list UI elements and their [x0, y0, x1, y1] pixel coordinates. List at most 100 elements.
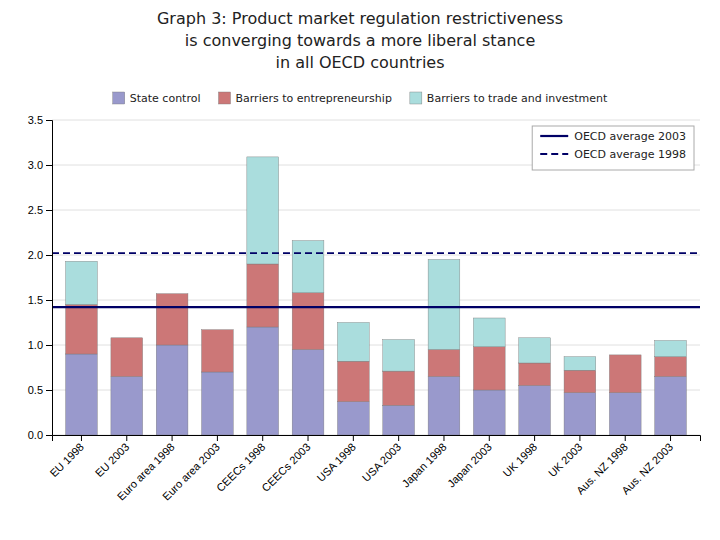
- tick-label: 3.0: [28, 159, 43, 171]
- legend: OECD average 2003OECD average 1998: [532, 126, 694, 170]
- tick-mark: [262, 435, 263, 441]
- bar: [655, 377, 687, 436]
- tick: 2.0: [28, 249, 52, 261]
- bar-series: [66, 264, 687, 405]
- tick-label: 0.0: [28, 429, 43, 441]
- bar: [202, 330, 234, 372]
- grid: [52, 120, 700, 435]
- tick-label: 0.5: [28, 384, 43, 396]
- tick-mark: [217, 435, 218, 441]
- tick: Japan 1998: [399, 435, 448, 490]
- tick-mark: [534, 435, 535, 441]
- tick-label: UK 1998: [501, 441, 540, 480]
- tick: USA 2003: [360, 435, 404, 484]
- tick: Euro area 2003: [160, 435, 222, 503]
- tick: UK 2003: [546, 435, 585, 479]
- tick-mark: [625, 435, 626, 441]
- bar: [655, 341, 687, 357]
- legend-item: State control: [113, 92, 201, 105]
- bar: [428, 260, 460, 350]
- bar: [564, 393, 596, 435]
- tick-mark: [670, 435, 671, 441]
- bar: [428, 377, 460, 436]
- grid-line: [52, 390, 700, 391]
- tick: USA 1998: [314, 435, 358, 484]
- tick-label: Aus. NZ 2003: [619, 441, 675, 497]
- bar: [292, 241, 324, 293]
- tick-label: UK 2003: [546, 441, 585, 480]
- tick-label: Euro area 2003: [160, 441, 222, 503]
- tick-mark: [46, 120, 52, 121]
- bar: [383, 371, 415, 405]
- bar: [66, 305, 98, 355]
- chart: Graph 3: Product market regulation restr…: [0, 0, 720, 540]
- legend-box: [532, 126, 694, 170]
- bar: [519, 338, 551, 363]
- tick: 0.0: [28, 429, 52, 441]
- legend-label: Barriers to entrepreneurship: [236, 92, 392, 105]
- marks: [52, 157, 700, 435]
- bar: [337, 323, 369, 362]
- tick-label: 1.0: [28, 339, 43, 351]
- tick-mark: [46, 345, 52, 346]
- tick: 1.5: [28, 294, 52, 306]
- grid-line: [52, 120, 700, 121]
- title: is converging towards a more liberal sta…: [185, 31, 535, 50]
- tick-mark: [489, 435, 490, 441]
- tick: CEECs 2003: [259, 435, 312, 494]
- legend-item: Barriers to entrepreneurship: [219, 92, 392, 105]
- bar: [609, 354, 641, 355]
- bar: [337, 402, 369, 435]
- bar: [383, 340, 415, 372]
- bar: [156, 293, 188, 294]
- tick: 1.0: [28, 339, 52, 351]
- tick-mark: [81, 435, 82, 441]
- axis-line: [53, 436, 701, 442]
- tick-mark: [579, 435, 580, 441]
- tick: 3.0: [28, 159, 52, 171]
- bar: [609, 393, 641, 435]
- tick-label: Japan 1998: [399, 441, 448, 490]
- tick-label: USA 1998: [314, 441, 358, 485]
- tick-mark: [172, 435, 173, 441]
- bar: [202, 329, 234, 330]
- bar: [156, 345, 188, 435]
- bar: [247, 327, 279, 435]
- bar: [519, 363, 551, 386]
- bar: [247, 264, 279, 327]
- tick-mark: [46, 390, 52, 391]
- tick-mark: [46, 210, 52, 211]
- tick: 3.5: [28, 114, 52, 126]
- tick-mark: [353, 435, 354, 441]
- tick-label: USA 2003: [360, 441, 404, 485]
- tick-label: EU 2003: [93, 441, 132, 480]
- title: in all OECD countries: [275, 53, 444, 72]
- bar: [473, 390, 505, 435]
- legend-swatch: [410, 92, 422, 104]
- bar: [609, 355, 641, 393]
- tick: Aus. NZ 2003: [619, 435, 675, 497]
- tick-label: CEECs 2003: [259, 441, 312, 494]
- bar: [473, 347, 505, 390]
- axis-line: [46, 121, 53, 436]
- tick-mark: [398, 435, 399, 441]
- legend-swatch: [113, 92, 125, 104]
- tick-label: 2.5: [28, 204, 43, 216]
- tick-label: EU 1998: [47, 441, 86, 480]
- bar: [564, 370, 596, 393]
- plot: 0.00.51.01.52.02.53.03.5EU 1998EU 2003Eu…: [28, 114, 701, 503]
- reference-line: [52, 306, 700, 308]
- tick-mark: [46, 435, 52, 436]
- tick-mark: [46, 300, 52, 301]
- bar: [156, 294, 188, 345]
- bar: [111, 338, 143, 377]
- bar: [383, 405, 415, 435]
- legend: State control Barriers to entrepreneurshi…: [113, 92, 608, 105]
- tick-mark: [46, 255, 52, 256]
- bar: [247, 157, 279, 264]
- y-axis: 0.0 0.5 1.0 1.5 2.0 2.5 3.0 3.5: [28, 114, 53, 441]
- x-axis: EU 1998EU 2003Euro area 1998Euro area 20…: [47, 435, 700, 503]
- bar-series: [66, 157, 687, 371]
- tick: EU 2003: [93, 435, 132, 479]
- legend-swatch: [219, 92, 231, 104]
